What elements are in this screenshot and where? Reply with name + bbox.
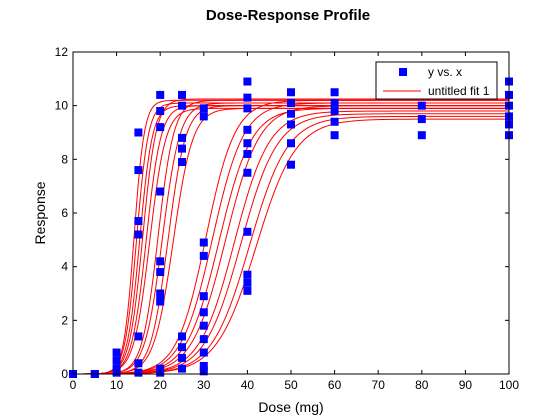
data-point [199,104,208,113]
data-point [199,238,208,247]
legend-label-points: y vs. x [428,65,462,79]
y-tick-label: 8 [61,152,68,166]
data-point [199,348,208,357]
x-tick-label: 60 [328,378,342,392]
data-point [287,139,295,148]
x-tick-label: 10 [110,378,124,392]
data-point [243,286,252,295]
data-point [287,160,295,169]
data-point [178,332,186,341]
data-point [112,364,121,373]
legend-label-fit: untitled fit 1 [428,84,490,98]
plot-area [69,77,513,378]
data-point [199,335,208,344]
data-point [178,90,186,99]
x-tick-label: 0 [70,378,77,392]
data-point [156,90,165,99]
data-point [199,292,208,301]
data-point [330,131,339,140]
data-point [243,139,252,148]
data-point [243,270,252,279]
data-point [330,88,339,97]
data-point [287,88,295,97]
data-point [417,131,426,140]
x-tick-label: 90 [459,378,473,392]
y-tick-label: 2 [61,313,68,327]
fit-curve-18 [73,118,509,374]
data-point [134,359,143,368]
x-tick-label: 80 [415,378,429,392]
data-point [134,230,143,239]
x-tick-label: 100 [499,378,519,392]
data-point [134,166,143,175]
data-point [134,217,143,226]
data-point [178,353,186,362]
legend-box [375,61,498,100]
data-point [156,364,165,373]
x-tick-label: 70 [372,378,386,392]
data-point [134,332,143,341]
data-point [287,98,295,107]
data-point [287,120,295,129]
data-point [199,251,208,260]
data-point [243,278,252,287]
data-point [330,98,339,107]
x-tick-label: 30 [197,378,211,392]
data-point [243,168,252,177]
data-point [134,368,143,377]
data-point [199,308,208,317]
data-point [178,158,186,167]
data-point [417,115,426,124]
data-point [243,149,252,158]
y-tick-label: 0 [61,367,68,381]
data-point [178,343,186,352]
axes: 0 10 20 30 40 50 60 70 80 90 100 0 2 4 6 8 10 12 [55,45,520,392]
data-point [156,268,165,277]
data-point [243,227,252,236]
data-point [156,257,165,266]
x-tick-label: 50 [284,378,298,392]
y-tick-label: 4 [61,260,68,274]
x-axis-title: Dose (mg) [258,399,323,415]
data-point [178,364,186,373]
data-point [199,112,208,121]
data-point [156,107,165,116]
data-point [243,104,252,113]
data-point [417,101,426,110]
data-point [199,321,208,330]
data-point [199,361,208,370]
data-point [134,128,143,137]
x-tick-label: 40 [241,378,255,392]
y-tick-label: 12 [55,45,69,59]
chart-title: Dose-Response Profile [206,7,370,24]
data-point [156,187,165,196]
data-point [156,123,165,132]
data-point [178,133,186,142]
legend: y vs. x untitled fit 1 [375,61,498,100]
y-tick-label: 10 [55,99,69,113]
data-point [178,144,186,153]
legend-point-marker [399,68,407,76]
data-point [287,109,295,118]
data-point [178,101,186,110]
x-tick-label: 20 [154,378,168,392]
data-point [243,93,252,102]
data-point [112,348,121,357]
data-point [156,289,165,298]
y-axis-title: Response [32,181,48,244]
data-point [112,356,121,365]
y-tick-label: 6 [61,206,68,220]
data-point [156,297,165,306]
data-point [330,117,339,126]
data-point [243,125,252,134]
data-point [330,107,339,116]
data-points [69,77,513,378]
data-point [243,77,252,86]
